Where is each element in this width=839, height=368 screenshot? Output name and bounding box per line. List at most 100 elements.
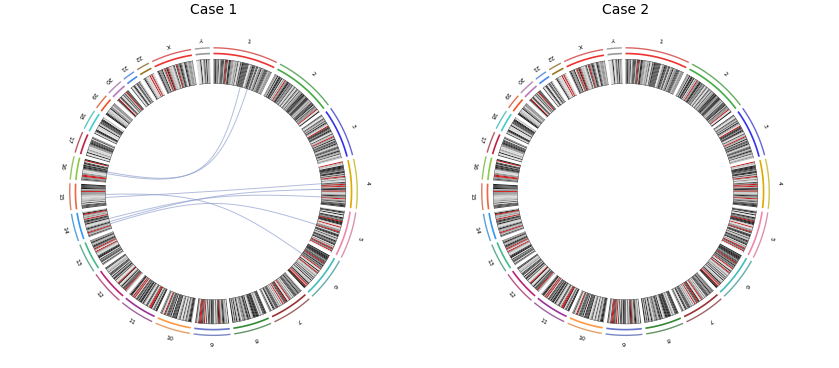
- Polygon shape: [309, 128, 330, 141]
- Polygon shape: [277, 279, 292, 299]
- Polygon shape: [597, 62, 603, 86]
- Polygon shape: [315, 147, 338, 156]
- Text: 2: 2: [310, 71, 316, 78]
- Polygon shape: [310, 240, 332, 251]
- Polygon shape: [681, 78, 695, 99]
- Polygon shape: [312, 138, 335, 148]
- Polygon shape: [271, 79, 285, 100]
- Polygon shape: [95, 133, 117, 144]
- Polygon shape: [509, 244, 531, 256]
- Polygon shape: [176, 64, 184, 88]
- Polygon shape: [655, 296, 663, 319]
- Polygon shape: [645, 61, 650, 85]
- Polygon shape: [732, 208, 756, 213]
- Polygon shape: [732, 164, 755, 170]
- Polygon shape: [508, 242, 530, 254]
- Polygon shape: [663, 293, 672, 316]
- Polygon shape: [623, 300, 625, 324]
- Polygon shape: [204, 300, 206, 324]
- Polygon shape: [496, 215, 520, 221]
- Polygon shape: [296, 261, 315, 276]
- Polygon shape: [87, 225, 111, 233]
- Polygon shape: [81, 196, 106, 198]
- Polygon shape: [493, 200, 518, 203]
- Polygon shape: [148, 76, 160, 98]
- Polygon shape: [640, 60, 645, 85]
- Polygon shape: [98, 126, 120, 138]
- Polygon shape: [706, 263, 725, 280]
- Polygon shape: [122, 96, 139, 114]
- Polygon shape: [312, 235, 335, 245]
- Polygon shape: [214, 300, 216, 324]
- Polygon shape: [321, 182, 346, 184]
- Polygon shape: [206, 300, 208, 324]
- Polygon shape: [247, 294, 255, 318]
- Polygon shape: [700, 95, 717, 113]
- Polygon shape: [575, 291, 585, 314]
- Polygon shape: [733, 195, 758, 197]
- Polygon shape: [171, 294, 180, 317]
- Polygon shape: [525, 104, 545, 121]
- Polygon shape: [573, 291, 583, 314]
- Polygon shape: [315, 146, 338, 155]
- Polygon shape: [733, 201, 758, 204]
- Polygon shape: [156, 289, 167, 311]
- Polygon shape: [503, 139, 526, 150]
- Polygon shape: [226, 299, 229, 323]
- Polygon shape: [294, 264, 312, 281]
- Polygon shape: [202, 299, 205, 323]
- Text: 3: 3: [350, 124, 356, 130]
- Polygon shape: [294, 102, 312, 119]
- Polygon shape: [531, 267, 549, 285]
- Polygon shape: [502, 144, 524, 154]
- Polygon shape: [648, 297, 654, 321]
- Polygon shape: [295, 105, 314, 121]
- Text: 5: 5: [357, 236, 362, 241]
- Polygon shape: [237, 297, 243, 321]
- Polygon shape: [561, 75, 574, 97]
- Polygon shape: [498, 154, 522, 162]
- Polygon shape: [593, 297, 600, 320]
- Polygon shape: [570, 71, 581, 93]
- Polygon shape: [732, 213, 755, 219]
- Polygon shape: [81, 189, 106, 190]
- Polygon shape: [86, 219, 109, 226]
- Polygon shape: [560, 285, 572, 307]
- Polygon shape: [188, 298, 193, 322]
- Polygon shape: [718, 124, 740, 137]
- Polygon shape: [252, 68, 261, 91]
- Polygon shape: [552, 282, 566, 302]
- Polygon shape: [246, 65, 253, 89]
- Polygon shape: [215, 59, 216, 84]
- Polygon shape: [695, 90, 711, 109]
- Polygon shape: [109, 110, 128, 125]
- Polygon shape: [623, 300, 624, 324]
- Polygon shape: [563, 287, 575, 309]
- Polygon shape: [321, 186, 346, 188]
- Polygon shape: [688, 279, 703, 300]
- Polygon shape: [686, 82, 701, 102]
- Polygon shape: [172, 66, 180, 89]
- Polygon shape: [577, 68, 586, 91]
- Polygon shape: [305, 249, 326, 263]
- Polygon shape: [493, 194, 518, 196]
- Polygon shape: [83, 169, 107, 174]
- Polygon shape: [244, 295, 252, 319]
- Polygon shape: [234, 298, 239, 322]
- Polygon shape: [320, 174, 345, 178]
- Polygon shape: [548, 279, 563, 299]
- Polygon shape: [241, 296, 248, 320]
- Polygon shape: [644, 298, 649, 322]
- Polygon shape: [229, 298, 233, 323]
- Polygon shape: [314, 231, 336, 241]
- Polygon shape: [703, 99, 722, 117]
- Polygon shape: [84, 215, 108, 221]
- Polygon shape: [211, 300, 213, 324]
- Polygon shape: [307, 246, 328, 259]
- Text: 16: 16: [59, 162, 65, 170]
- Polygon shape: [321, 192, 346, 194]
- Polygon shape: [532, 97, 550, 115]
- Polygon shape: [550, 280, 564, 300]
- Polygon shape: [590, 64, 597, 88]
- Polygon shape: [662, 67, 671, 90]
